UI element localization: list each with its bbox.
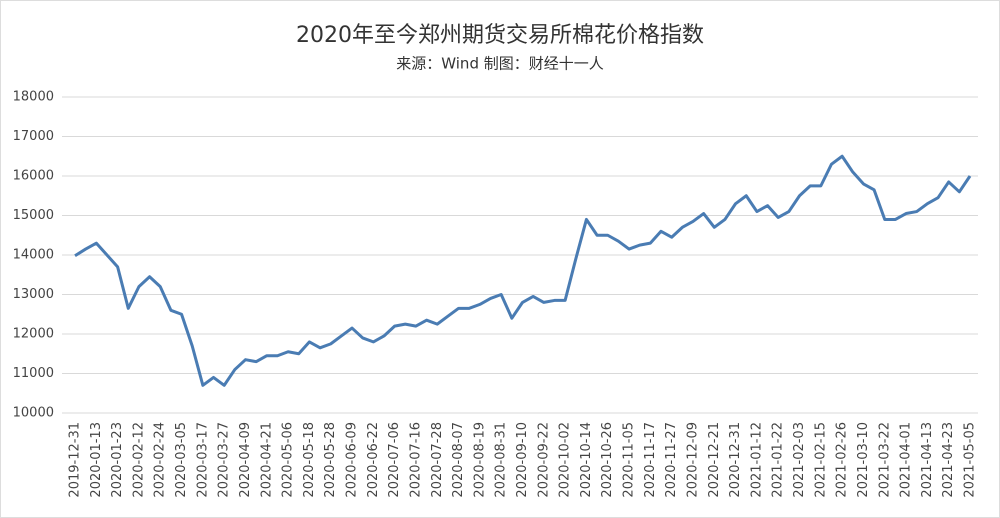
x-tick-label: 2020-12-09 [685, 422, 700, 498]
x-tick-label: 2020-09-22 [536, 422, 551, 498]
x-tick-label: 2021-03-10 [856, 422, 871, 498]
x-tick-label: 2020-08-31 [494, 422, 509, 498]
y-tick-label: 11000 [13, 366, 54, 381]
x-tick-label: 2021-04-01 [899, 422, 914, 498]
x-tick-label: 2021-05-05 [963, 422, 978, 498]
y-tick-label: 18000 [13, 90, 54, 105]
x-tick-label: 2020-08-19 [472, 422, 487, 498]
x-tick-label: 2020-11-27 [664, 422, 679, 498]
x-tick-label: 2020-10-26 [600, 422, 615, 498]
x-tick-label: 2020-07-28 [430, 422, 445, 498]
x-tick-label: 2020-05-28 [323, 422, 338, 498]
x-tick-label: 2020-07-16 [408, 422, 423, 498]
y-tick-label: 12000 [13, 327, 54, 342]
x-tick-label: 2020-03-17 [195, 422, 210, 498]
y-tick-label: 10000 [13, 406, 54, 421]
y-tick-label: 14000 [13, 248, 54, 263]
y-tick-label: 13000 [13, 287, 54, 302]
x-tick-label: 2020-11-17 [643, 422, 658, 498]
chart-title: 2020年至今郑州期货交易所棉花价格指数 [296, 23, 704, 48]
y-tick-label: 16000 [13, 169, 54, 184]
x-tick-label: 2020-06-22 [366, 422, 381, 498]
x-tick-label: 2020-06-09 [345, 422, 360, 498]
x-tick-label: 2021-02-26 [835, 422, 850, 498]
x-tick-label: 2020-02-24 [153, 422, 168, 498]
x-tick-label: 2020-10-02 [558, 422, 573, 498]
y-tick-label: 15000 [13, 208, 54, 223]
x-tick-label: 2020-04-09 [238, 422, 253, 498]
x-tick-label: 2020-12-31 [728, 422, 743, 498]
x-tick-label: 2020-07-06 [387, 422, 402, 498]
x-tick-label: 2020-10-14 [579, 422, 594, 498]
x-tick-label: 2020-11-05 [622, 422, 637, 498]
x-tick-label: 2020-01-23 [110, 422, 125, 498]
x-tick-label: 2020-05-18 [302, 422, 317, 498]
chart-subtitle: 来源：Wind 制图：财经十一人 [396, 55, 603, 73]
y-tick-label: 17000 [13, 129, 54, 144]
x-tick-label: 2021-04-13 [920, 422, 935, 498]
x-tick-label: 2019-12-31 [68, 422, 83, 498]
price-line [74, 154, 972, 387]
x-tick-label: 2021-03-22 [877, 422, 892, 498]
x-tick-label: 2020-09-10 [515, 422, 530, 498]
x-tick-label: 2021-04-23 [941, 422, 956, 498]
x-tick-label: 2020-03-05 [174, 422, 189, 498]
x-tick-label: 2020-01-13 [89, 422, 104, 498]
x-tick-label: 2021-02-03 [792, 422, 807, 498]
x-tick-label: 2020-12-21 [707, 422, 722, 498]
x-tick-label: 2020-04-21 [259, 422, 274, 498]
x-tick-label: 2021-02-15 [813, 422, 828, 498]
x-tick-label: 2021-01-22 [771, 422, 786, 498]
x-tick-label: 2020-08-07 [451, 422, 466, 498]
x-tick-label: 2020-03-27 [217, 422, 232, 498]
x-tick-label: 2021-01-12 [749, 422, 764, 498]
x-tick-label: 2020-02-12 [131, 422, 146, 498]
x-tick-label: 2020-05-06 [281, 422, 296, 498]
